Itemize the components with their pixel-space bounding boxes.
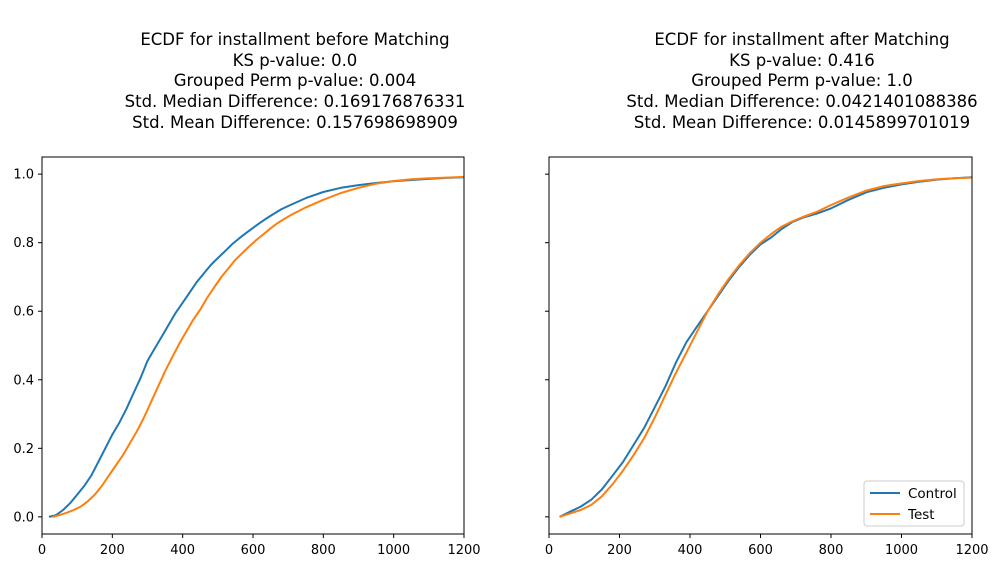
plot-frame — [548, 156, 973, 535]
series-line-control — [48, 176, 465, 518]
chart-title-line: Std. Mean Difference: 0.157698698909 — [132, 113, 458, 132]
chart-title-line: Grouped Perm p-value: 0.004 — [174, 71, 417, 90]
x-tick-label: 200 — [607, 543, 632, 558]
chart-title-line: Std. Mean Difference: 0.0145899701019 — [634, 113, 970, 132]
chart-title-line: KS p-value: 0.416 — [729, 51, 875, 70]
x-tick-label: 1000 — [377, 543, 410, 558]
x-tick-label: 0 — [38, 543, 46, 558]
chart-title-line: Std. Median Difference: 0.0421401088386 — [626, 92, 977, 111]
x-tick-label: 200 — [100, 543, 125, 558]
chart-title-line: KS p-value: 0.0 — [233, 51, 358, 70]
legend-label-test: Test — [907, 507, 935, 523]
plot-area: 0 200 400 600 800 1000 1200 0.0 0.2 0.4 0.6 0.8 1.0 — [13, 168, 480, 558]
x-tick-label: 1200 — [955, 543, 988, 558]
series-line-test — [52, 175, 465, 518]
chart-title-line: ECDF for installment after Matching — [654, 30, 949, 49]
plot-area: 0 200 400 600 800 1000 1200 — [545, 173, 989, 558]
chart-title-line: Std. Median Difference: 0.169176876331 — [125, 92, 466, 111]
y-tick-label: 0.6 — [13, 305, 34, 320]
x-tick-label: 1200 — [447, 543, 480, 558]
x-tick-label: 800 — [819, 543, 844, 558]
x-tick-label: 1000 — [885, 543, 918, 558]
x-tick-label: 600 — [241, 543, 266, 558]
y-tick-label: 0.4 — [13, 373, 34, 388]
chart-title-line: Grouped Perm p-value: 1.0 — [691, 71, 913, 90]
y-tick-label: 1.0 — [13, 168, 34, 183]
x-tick-label: 400 — [170, 543, 195, 558]
x-tick-label: 600 — [748, 543, 773, 558]
series-line-control — [559, 176, 973, 518]
plot-frame — [41, 156, 465, 535]
panel-before-matching: ECDF for installment before Matching KS … — [13, 30, 480, 558]
y-tick-label: 0.8 — [13, 236, 34, 251]
chart-title-line: ECDF for installment before Matching — [140, 30, 449, 49]
x-tick-label: 0 — [545, 543, 553, 558]
x-tick-label: 800 — [311, 543, 336, 558]
y-tick-label: 0.2 — [13, 442, 34, 457]
legend-label-control: Control — [908, 486, 957, 502]
y-tick-label: 0.0 — [13, 510, 34, 525]
panel-after-matching: ECDF for installment after Matching KS p… — [545, 30, 989, 558]
legend: Control Test — [863, 480, 965, 527]
series-line-test — [559, 176, 973, 518]
x-tick-label: 400 — [678, 543, 703, 558]
